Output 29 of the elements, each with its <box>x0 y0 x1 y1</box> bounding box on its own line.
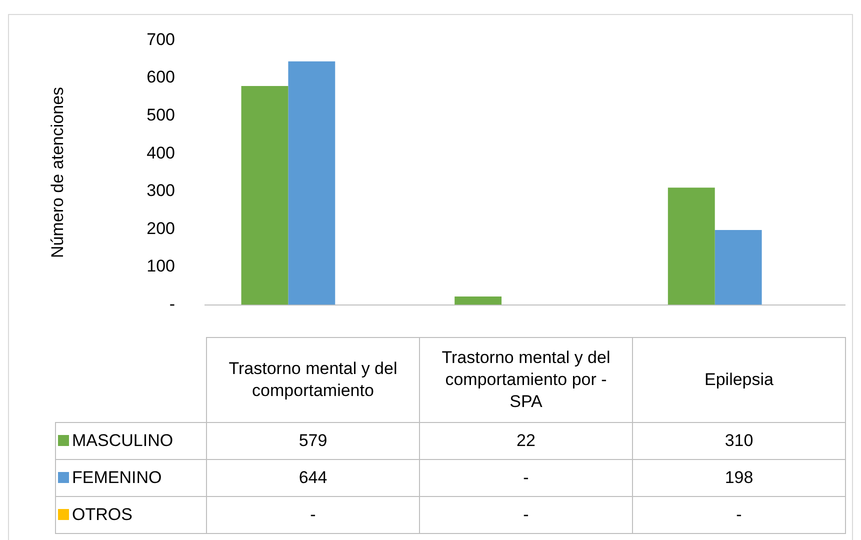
text: - <box>523 505 529 524</box>
bar <box>241 86 288 305</box>
y-tick-label: 400 <box>146 143 175 162</box>
data-label: 22 <box>420 422 632 460</box>
data-label: 310 <box>632 422 846 460</box>
legend-label: OTROS <box>56 496 206 534</box>
bar <box>714 230 762 305</box>
y-tick-label: 700 <box>146 30 175 49</box>
y-tick-label: 100 <box>146 256 175 276</box>
x-tick-label: Trastorno mental y del comportamiento <box>206 338 420 422</box>
x-tick-label: Epilepsia <box>632 338 846 422</box>
y-tick-label: 300 <box>146 181 175 200</box>
text: - <box>523 468 529 487</box>
text: - <box>310 505 316 524</box>
y-tick-label: 200 <box>146 218 175 238</box>
y-tick-label: - <box>169 294 175 314</box>
bar <box>454 296 502 305</box>
data-label: 198 <box>632 460 846 496</box>
legend-label: MASCULINO <box>56 422 206 460</box>
data-label: 644 <box>206 460 420 496</box>
x-tick-label: Trastorno mental y del comportamiento por - SPA <box>420 338 632 422</box>
bar <box>668 188 715 305</box>
y-tick-label: 500 <box>146 105 175 124</box>
legend-label: FEMENINO <box>56 460 206 496</box>
data-label: 579 <box>206 422 420 460</box>
y-axis-title: Número de atenciones <box>48 86 67 258</box>
y-tick-label: 600 <box>146 68 175 87</box>
text: - <box>736 505 742 524</box>
bar <box>288 61 336 305</box>
